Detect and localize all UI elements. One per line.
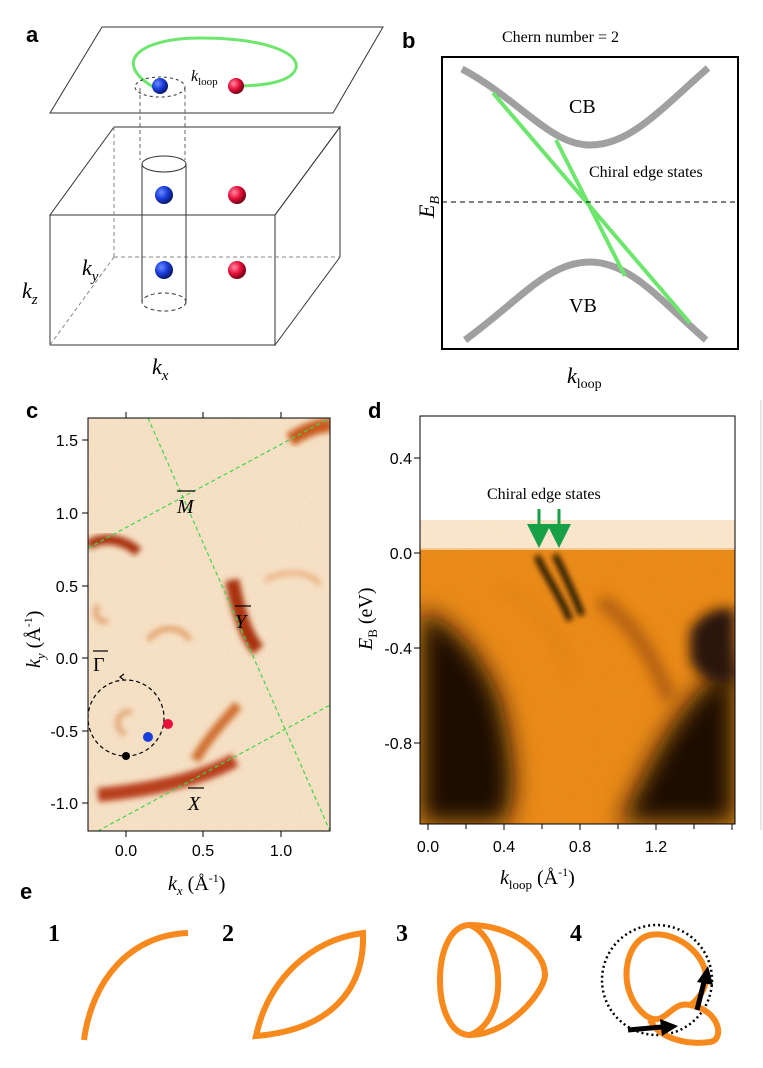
c-xlabel: kx (Å-1) (168, 871, 225, 898)
panel-c-label: c (26, 398, 38, 423)
vb-label: VB (569, 295, 597, 317)
conduction-band (460, 65, 711, 149)
d-ylabel: EB (eV) (355, 587, 380, 651)
kloop-axis-label-b: kloop (567, 363, 602, 392)
d-ytick: -0.4 (384, 641, 412, 658)
surface-loop (134, 76, 186, 98)
panel-a: a kloop kz k (22, 22, 384, 384)
step-1-label: 1 (48, 921, 60, 947)
panel-d: d Chiral edge states (355, 398, 762, 892)
panel-d-label: d (368, 398, 381, 423)
panel-b-label: b (402, 28, 415, 53)
c-ytick: 0.5 (56, 579, 78, 596)
c-xtick: 1.0 (270, 843, 292, 860)
bulk-blue-node-lower (155, 261, 173, 279)
panel-d-ticks (414, 457, 733, 830)
step-4-arrow-bottom (627, 1024, 663, 1033)
d-ytick: 0.4 (390, 451, 412, 468)
axis-kx: kx (152, 354, 169, 384)
point-M: M (176, 496, 195, 518)
chern-title: Chern number = 2 (502, 29, 619, 46)
bulk-red-node-upper (228, 186, 246, 204)
k-loop-label: kloop (191, 68, 218, 88)
d-xlabel: kloop (Å-1) (500, 865, 575, 892)
panel-d-frame (419, 415, 736, 825)
c-xtick: 0.5 (192, 843, 214, 860)
axis-ky: ky (82, 255, 99, 285)
chiral-label-b: Chiral edge states (589, 164, 703, 181)
panel-c-frame (87, 417, 331, 832)
step-4-dashed-loop (600, 923, 714, 1037)
step-1-arc (81, 930, 189, 1041)
panel-e-label: e (20, 879, 32, 904)
step-2-lens (252, 929, 367, 1040)
bulk-red-node-lower (228, 261, 246, 279)
axis-kz: kz (22, 278, 38, 308)
step-3-label: 3 (396, 921, 408, 947)
c-ytick: 1.5 (56, 433, 78, 450)
d-xtick: 1.2 (645, 839, 667, 856)
step-2-label: 2 (222, 921, 234, 947)
point-Gamma: Γ (93, 654, 105, 676)
panel-c-ticks (82, 412, 282, 837)
c-ytick: -1.0 (50, 796, 78, 813)
c-ytick: 0.0 (56, 651, 78, 668)
d-xtick: 0.0 (417, 839, 439, 856)
panel-e: e 1 2 3 4 (20, 879, 722, 1046)
step-4-arrow-right (694, 981, 707, 1011)
c-xtick: 0.0 (115, 843, 137, 860)
step-4-arrowhead-bottom (660, 1019, 678, 1036)
c-ytick: -0.5 (50, 724, 78, 741)
c-ytick: 1.0 (56, 506, 78, 523)
panel-b: b Chern number = 2 CB VB Chiral edge sta… (402, 28, 739, 392)
d-ytick: -0.8 (384, 736, 412, 753)
eb-axis-label: EB (414, 196, 443, 219)
surface-red-node (228, 78, 244, 94)
step-3-outer (437, 921, 549, 1039)
bulk-cube (49, 125, 341, 347)
arpes-spectrum (420, 416, 735, 824)
surface-blue-node (152, 78, 168, 94)
surface-plane (49, 26, 384, 114)
bulk-cylinder (141, 155, 187, 312)
d-xtick: 0.4 (493, 839, 515, 856)
bulk-blue-node-upper (155, 186, 173, 204)
chiral-edge-state-2 (554, 139, 627, 277)
step-3-inner (468, 922, 502, 1038)
panel-a-label: a (26, 22, 39, 47)
step-4-arrowhead-right (697, 966, 713, 985)
step-4-label: 4 (570, 921, 582, 947)
fermi-surface-map (88, 418, 330, 831)
cb-label: CB (569, 96, 596, 118)
d-xtick: 0.8 (569, 839, 591, 856)
chiral-label-d: Chiral edge states (487, 486, 601, 503)
point-Y: Y (235, 611, 248, 633)
valence-band (462, 258, 709, 343)
surface-green-arc (131, 36, 298, 90)
panel-c: c (21, 398, 331, 898)
c-ylabel: ky (Å-1) (21, 611, 48, 668)
d-ytick: 0.0 (390, 546, 412, 563)
point-X: X (187, 793, 201, 815)
